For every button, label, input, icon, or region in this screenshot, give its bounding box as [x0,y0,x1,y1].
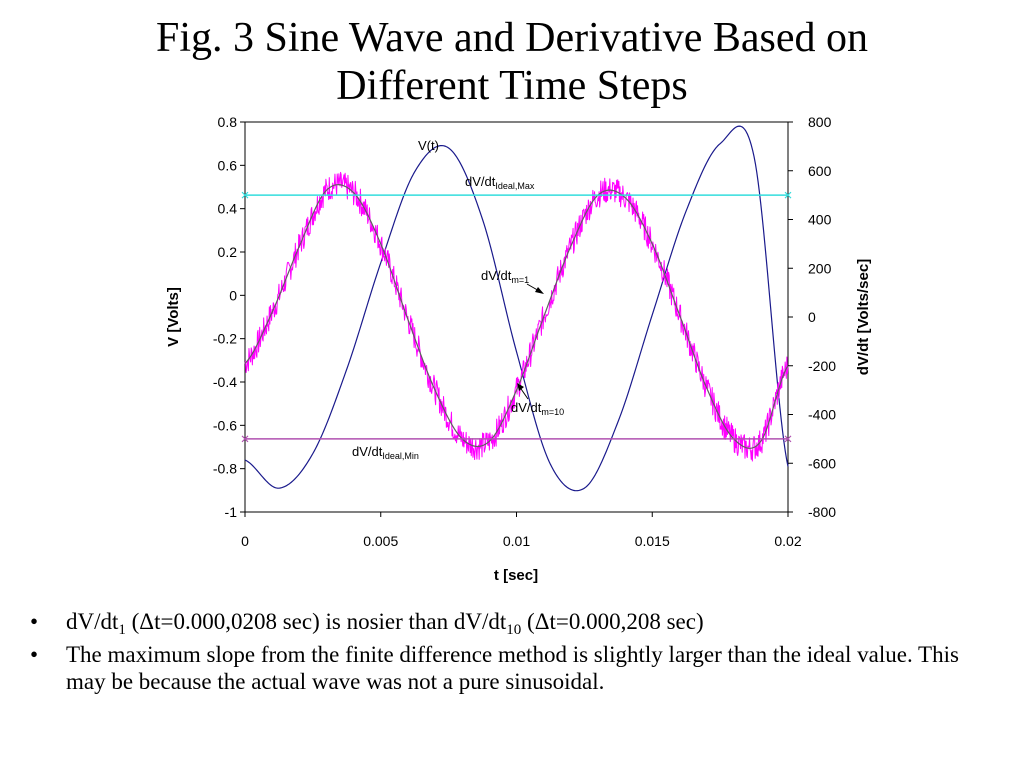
series-line-2 [244,184,789,449]
y-right-tick-label: 400 [808,212,832,228]
title-line-2: Different Time Steps [336,63,688,109]
series-ideal-marker [241,435,249,443]
arrow-m1-head [535,287,544,294]
y-axis-left-label: V [Volts] [165,287,182,347]
y-left-tick-label: 0 [229,287,237,303]
y-left-tick-label: -0.2 [213,331,237,347]
bullet-1-part-2: (Δt=0.000,0208 sec) is nosier than dV/dt [125,609,507,634]
annotation-vt: V(t) [418,138,439,153]
series-ideal-marker [784,435,792,443]
slide-title: Fig. 3 Sine Wave and Derivative Based on… [0,14,1024,110]
x-axis-label: t [sec] [494,567,538,584]
y-left-tick-label: -0.8 [213,461,237,477]
y-axis-right-label: dV/dt [Volts/sec] [855,259,872,375]
annotation-ideal-min: dV/dtIdeal,Min [352,444,419,461]
series-ideal-marker [784,191,792,199]
ticks-layer: 0.8 0.6 0.4 0.2 0 -0.2 -0.4 -0.6 -0.8 -1 800 600 400… [213,114,836,549]
annotation-m10: dV/dtm=10 [511,400,564,417]
y-right-tick-label: -600 [808,455,836,471]
series-line-1 [244,171,789,462]
bullet-item-max-slope: The maximum slope from the finite differ… [28,641,988,695]
y-left-tick-label: 0.8 [218,114,238,130]
y-left-tick-label: 0.4 [218,201,238,217]
bullet-1-sub-2: 10 [506,622,522,638]
x-tick-label: 0.01 [503,533,530,549]
bullet-1-sub-1: 1 [118,622,126,638]
y-left-tick-label: -0.4 [213,374,237,390]
y-left-tick-label: 0.6 [218,157,238,173]
annotation-m1: dV/dtm=1 [481,268,529,285]
bullet-item-noise: dV/dt1 (Δt=0.000,0208 sec) is nosier tha… [28,608,988,638]
annotation-ideal-max: dV/dtIdeal,Max [465,174,535,191]
y-right-tick-label: 600 [808,163,832,179]
series-line-0 [244,125,789,492]
y-right-tick-label: -400 [808,407,836,423]
y-left-tick-label: -0.6 [213,417,237,433]
bullet-list: dV/dt1 (Δt=0.000,0208 sec) is nosier tha… [28,608,988,701]
arrow-m10-head [517,383,524,391]
x-tick-label: 0.015 [635,533,670,549]
y-right-tick-label: -800 [808,504,836,520]
y-left-tick-label: 0.2 [218,244,238,260]
series-layer [241,125,792,492]
bullet-1-part-1: dV/dt [66,609,119,634]
chart: 0.8 0.6 0.4 0.2 0 -0.2 -0.4 -0.6 -0.8 -1 800 600 400… [165,114,872,584]
y-right-tick-label: -200 [808,358,836,374]
y-right-tick-label: 800 [808,114,832,130]
x-tick-label: 0 [241,533,249,549]
bullet-1-part-3: (Δt=0.000,208 sec) [521,609,704,634]
y-right-tick-label: 0 [808,309,816,325]
series-ideal-marker [241,191,249,199]
x-tick-label: 0.02 [774,533,801,549]
y-left-tick-label: -1 [225,504,238,520]
title-line-1: Fig. 3 Sine Wave and Derivative Based on [155,15,869,61]
bullet-2-text: The maximum slope from the finite differ… [66,642,959,694]
y-right-tick-label: 200 [808,260,832,276]
x-tick-label: 0.005 [363,533,398,549]
